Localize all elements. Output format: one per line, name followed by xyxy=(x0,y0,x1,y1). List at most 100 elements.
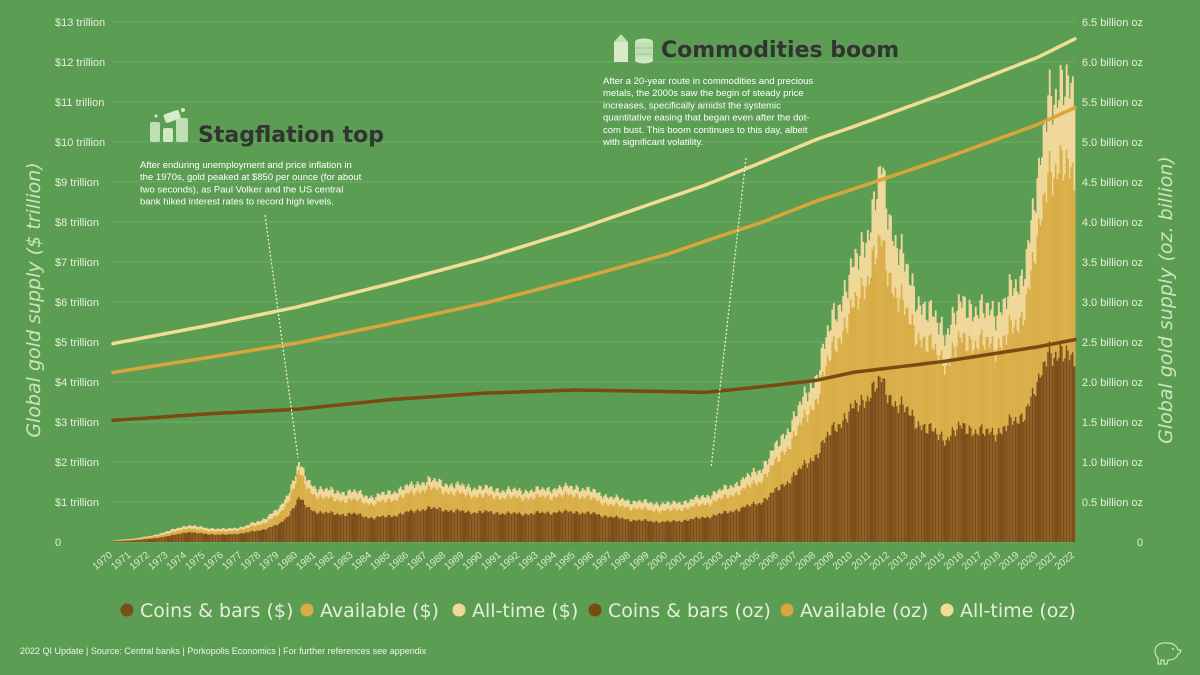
coins-bars-dollar-bar xyxy=(734,510,737,542)
coins-bars-dollar-bar xyxy=(484,510,487,542)
coins-bars-dollar-bar xyxy=(131,540,134,542)
coins-bars-dollar-bar xyxy=(433,506,436,542)
coins-bars-dollar-bar xyxy=(430,509,433,542)
coins-bars-dollar-bar xyxy=(811,460,814,542)
coins-bars-dollar-bar xyxy=(618,518,621,542)
coins-bars-dollar-bar xyxy=(342,513,345,542)
coins-bars-dollar-bar xyxy=(196,533,199,542)
coins-bars-dollar-bar xyxy=(869,398,872,542)
coins-bars-dollar-bar xyxy=(335,514,337,542)
coins-bars-dollar-bar xyxy=(362,517,365,542)
coins-bars-dollar-bar xyxy=(794,475,797,542)
x-axis-ticks: 1970197119721973197419751976197719781979… xyxy=(91,550,1077,573)
coins-bars-dollar-bar xyxy=(666,520,669,542)
coins-bars-dollar-bar xyxy=(637,520,640,542)
coins-bars-dollar-bar xyxy=(695,516,698,542)
coins-bars-dollar-bar xyxy=(760,504,763,542)
coins-bars-dollar-bar xyxy=(735,509,738,542)
legend-swatch xyxy=(940,603,954,617)
coins-bars-dollar-bar xyxy=(1042,362,1045,542)
coins-bars-dollar-bar xyxy=(598,513,601,542)
coins-bars-dollar-bar xyxy=(507,511,510,542)
coins-bars-dollar-bar xyxy=(373,519,376,542)
coins-bars-dollar-bar xyxy=(1050,353,1053,542)
coins-bars-dollar-bar xyxy=(614,517,616,542)
coins-bars-dollar-bar xyxy=(412,511,414,542)
coins-bars-dollar-bar xyxy=(308,506,311,542)
coins-bars-dollar-bar xyxy=(962,422,965,542)
coins-bars-dollar-bar xyxy=(984,435,986,542)
legend-swatch xyxy=(588,603,602,617)
coins-bars-dollar-bar xyxy=(846,422,849,542)
coins-bars-dollar-bar xyxy=(684,519,687,542)
coins-bars-dollar-bar xyxy=(496,512,499,542)
coins-bars-dollar-bar xyxy=(148,538,151,542)
coins-bars-dollar-bar xyxy=(194,532,197,542)
coins-bars-dollar-bar xyxy=(1071,352,1074,542)
coins-bars-dollar-bar xyxy=(654,521,657,542)
right-axis-title: Global gold supply (oz. billion) xyxy=(1155,156,1177,444)
coins-bars-dollar-bar xyxy=(234,533,237,542)
coins-bars-dollar-bar xyxy=(208,534,211,542)
right-axis-ticks: 0 0.5 billion oz 1.0 billion oz 1.5 billion… xyxy=(1082,17,1143,549)
coins-bars-dollar-bar xyxy=(438,507,441,542)
coins-bars-dollar-bar xyxy=(472,513,475,542)
coins-bars-dollar-bar xyxy=(544,513,547,542)
coins-bars-dollar-bar xyxy=(116,541,118,542)
coins-bars-dollar-bar xyxy=(987,428,990,542)
coins-bars-dollar-bar xyxy=(228,533,231,542)
commodities-text-line: metals, the 2000s saw the begin of stead… xyxy=(603,88,804,99)
coins-bars-dollar-bar xyxy=(217,534,220,542)
coins-bars-dollar-bar xyxy=(754,503,757,542)
coins-bars-dollar-bar xyxy=(1021,413,1023,542)
coins-bars-dollar-bar xyxy=(325,511,328,542)
coins-bars-dollar-bar xyxy=(826,431,829,542)
coins-bars-dollar-bar xyxy=(1036,381,1039,542)
coins-bars-dollar-bar xyxy=(557,512,559,542)
coins-bars-dollar-bar xyxy=(691,518,694,542)
right-tick-label: 2.0 billion oz xyxy=(1082,377,1143,389)
coins-bars-dollar-bar xyxy=(597,514,599,542)
coins-bars-dollar-bar xyxy=(210,534,213,542)
coins-bars-dollar-bar xyxy=(721,513,724,542)
stagflation-pointer xyxy=(264,214,299,459)
coins-bars-dollar-bar xyxy=(567,512,570,542)
coins-bars-dollar-bar xyxy=(1047,351,1050,542)
coins-bars-dollar-bar xyxy=(566,510,569,542)
coins-bars-dollar-bar xyxy=(570,511,573,542)
coins-bars-dollar-bar xyxy=(561,513,564,542)
coins-bars-dollar-bar xyxy=(629,521,632,542)
coins-bars-dollar-bar xyxy=(233,533,236,542)
coins-bars-dollar-bar xyxy=(1064,358,1067,542)
coins-bars-dollar-bar xyxy=(705,517,707,542)
coins-bars-dollar-bar xyxy=(933,431,936,542)
coins-bars-dollar-bar xyxy=(1041,375,1043,542)
coins-bars-dollar-bar xyxy=(170,535,172,542)
coins-bars-dollar-bar xyxy=(700,517,703,542)
coins-bars-dollar-bar xyxy=(353,512,356,542)
left-axis-ticks: 0 $1 trillion $2 trillion $3 trillion $4 tri… xyxy=(55,17,105,549)
coins-bars-dollar-bar xyxy=(832,422,835,542)
coins-bars-dollar-bar xyxy=(755,505,758,542)
coins-bars-dollar-bar xyxy=(979,427,982,542)
coins-bars-dollar-bar xyxy=(999,432,1002,542)
coins-bars-dollar-bar xyxy=(663,521,666,542)
coins-bars-dollar-bar xyxy=(802,465,805,542)
left-tick-label: $5 trillion xyxy=(55,337,99,349)
coins-bars-dollar-bar xyxy=(381,515,384,542)
coins-bars-dollar-bar xyxy=(219,534,222,542)
coins-bars-dollar-bar xyxy=(729,510,732,542)
left-axis-title: Global gold supply ($ trillion) xyxy=(23,162,45,437)
coins-bars-dollar-bar xyxy=(248,532,251,542)
coins-bars-dollar-bar xyxy=(1067,350,1070,542)
coins-bars-dollar-bar xyxy=(274,524,277,542)
coins-bars-dollar-bar xyxy=(779,489,781,542)
coins-bars-dollar-bar xyxy=(395,516,398,542)
coins-bars-dollar-bar xyxy=(634,519,636,542)
coins-bars-dollar-bar xyxy=(980,424,983,542)
coins-bars-dollar-bar xyxy=(1002,426,1005,542)
coins-bars-dollar-bar xyxy=(789,483,792,542)
coins-bars-dollar-bar xyxy=(703,518,706,542)
right-tick-label: 2.5 billion oz xyxy=(1082,337,1143,349)
